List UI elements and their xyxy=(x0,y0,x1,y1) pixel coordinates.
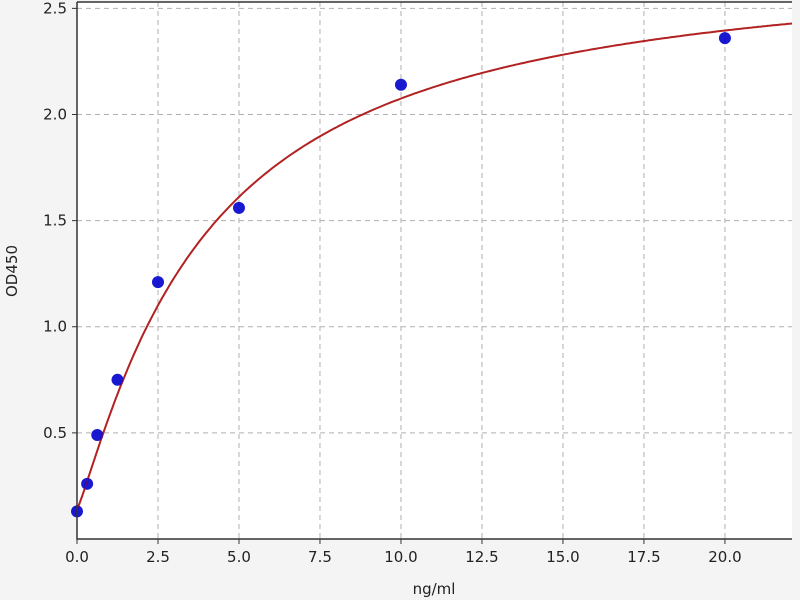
x-tick-label: 2.5 xyxy=(146,548,170,566)
data-point xyxy=(394,78,407,91)
fit-curve-overlay xyxy=(76,22,793,510)
y-tick-label: 2.0 xyxy=(43,105,67,123)
x-tick-label: 10.0 xyxy=(384,548,417,566)
x-tick-label: 17.5 xyxy=(627,548,660,566)
y-tick-label: 1.0 xyxy=(43,318,67,336)
data-point xyxy=(718,32,731,45)
grid xyxy=(77,2,792,539)
x-tick-label: 15.0 xyxy=(546,548,579,566)
y-tick-label: 1.5 xyxy=(43,212,67,230)
y-tick-label: 0.5 xyxy=(43,424,67,442)
ticks: 0.0 2.5 5.0 7.5 10.0 12.5 15.0 17.5 20.0 0.5 1.0 1.… xyxy=(43,0,742,566)
data-point xyxy=(232,201,245,214)
y-tick-label: 2.5 xyxy=(43,0,67,17)
data-point xyxy=(81,477,94,490)
x-tick-label: 7.5 xyxy=(308,548,332,566)
x-axis-label: ng/ml xyxy=(413,580,456,598)
data-points xyxy=(71,22,793,518)
plot-area xyxy=(77,2,792,539)
x-tick-label: 0.0 xyxy=(65,548,89,566)
data-point xyxy=(151,276,164,289)
x-tick-label: 12.5 xyxy=(465,548,498,566)
x-tick-label: 20.0 xyxy=(708,548,741,566)
y-axis-label: OD450 xyxy=(3,245,21,297)
data-point xyxy=(91,428,104,441)
x-tick-label: 5.0 xyxy=(227,548,251,566)
data-point xyxy=(111,373,124,386)
